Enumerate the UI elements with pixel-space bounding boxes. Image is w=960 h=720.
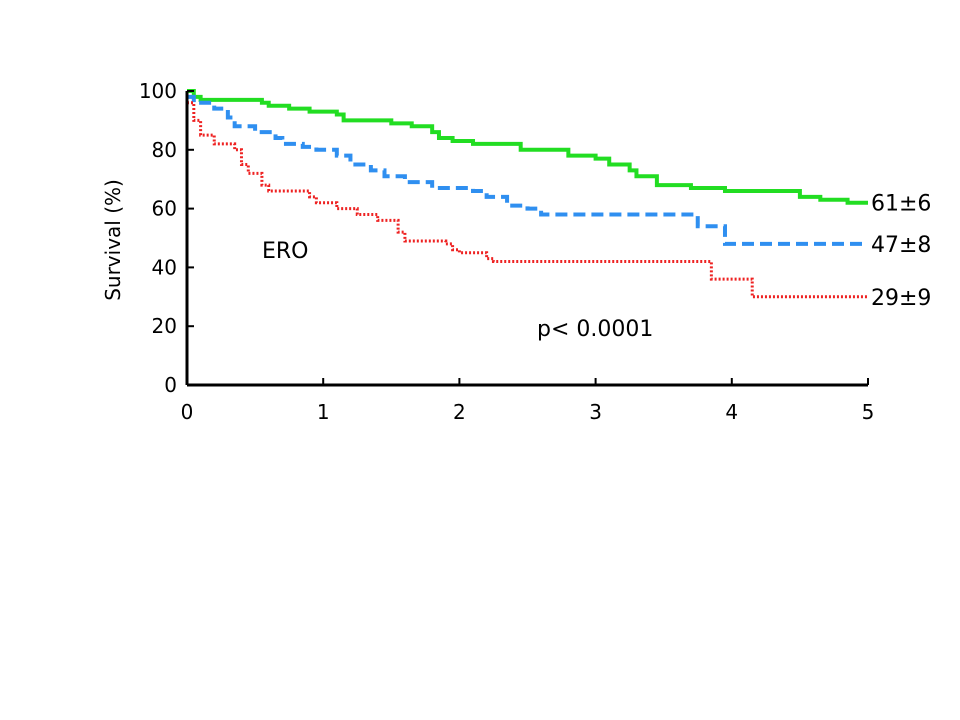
y-tick-label: 0 — [164, 373, 177, 397]
x-tick-label: 4 — [725, 400, 738, 424]
series-line-dashed — [187, 94, 868, 246]
x-tick-label: 0 — [181, 400, 194, 424]
series-line-dotted — [187, 101, 868, 299]
y-axis-label: Survival (%) — [101, 179, 125, 301]
y-tick-label: 80 — [152, 138, 177, 162]
x-tick-label: 1 — [317, 400, 330, 424]
y-tick-label: 60 — [152, 197, 177, 221]
group-label: ERO — [262, 239, 309, 264]
y-tick-label: 40 — [152, 255, 177, 279]
series-end-label: 61±6 — [871, 192, 931, 217]
series-line-solid — [187, 89, 868, 205]
x-tick-label: 2 — [453, 400, 466, 424]
p-value-label: p< 0.0001 — [537, 317, 653, 342]
y-tick-label: 20 — [152, 314, 177, 338]
series-end-label: 47±8 — [871, 233, 931, 258]
x-tick-label: 3 — [589, 400, 602, 424]
x-tick-label: 5 — [862, 400, 875, 424]
plot-lines: 61±6 47±8 29±9 — [187, 89, 931, 311]
axes: 0 1 2 3 4 5 0 20 40 60 80 100 — [139, 79, 875, 424]
y-tick-label: 100 — [139, 79, 177, 103]
labels: Survival (%) ERO p< 0.0001 — [101, 179, 653, 342]
series-end-label: 29±9 — [871, 286, 931, 311]
